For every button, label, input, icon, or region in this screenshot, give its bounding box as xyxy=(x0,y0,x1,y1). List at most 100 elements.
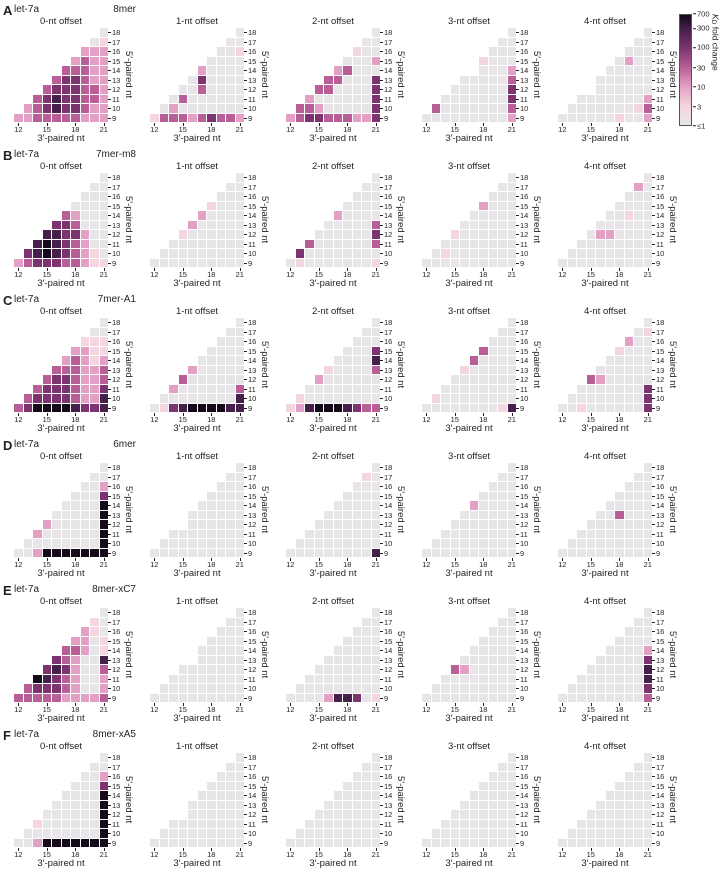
heatmap-cell xyxy=(296,385,305,394)
heatmap-plot: let-7a 8mer 0-nt offset 18 17 16 15 14 13 12 11 10 9… xyxy=(14,4,150,149)
heatmap-cell xyxy=(343,192,352,201)
heatmap-cell xyxy=(479,548,488,557)
heatmap-cell xyxy=(24,38,33,47)
heatmap-cell xyxy=(422,66,431,75)
heatmap-cell xyxy=(507,491,516,500)
x-tick-label: 12 xyxy=(14,705,23,714)
heatmap-cell xyxy=(451,618,460,627)
heatmap-cell xyxy=(169,791,178,800)
heatmap-cell xyxy=(235,211,244,220)
heatmap-cell xyxy=(198,473,207,482)
heatmap-cell xyxy=(188,618,197,627)
heatmap-grid xyxy=(14,318,108,412)
heatmap-cell xyxy=(470,183,479,192)
y-tick-label: 17 xyxy=(652,328,667,338)
y-tick-label: 13 xyxy=(516,221,531,231)
heatmap-plot: 1-nt offset 18 17 16 15 14 13 12 11 10 9 5′-paired … xyxy=(150,149,286,294)
heatmap-cell xyxy=(498,617,507,626)
heatmap-cell xyxy=(226,211,235,220)
heatmap-cell xyxy=(81,328,90,337)
heatmap-plot: let-7a 7mer-A1 0-nt offset 18 17 16 15 14 13 12 11… xyxy=(14,294,150,439)
heatmap-cell xyxy=(343,183,352,192)
heatmap-cell xyxy=(216,693,225,702)
heatmap-cell xyxy=(568,608,577,617)
heatmap-cell xyxy=(235,684,244,693)
heatmap-cell xyxy=(160,76,169,85)
y-tick-label: 14 xyxy=(652,211,667,221)
heatmap-cell xyxy=(52,94,61,103)
heatmap-cell xyxy=(207,627,216,636)
heatmap-cell xyxy=(33,656,42,665)
heatmap-cell xyxy=(558,838,567,847)
heatmap-cell xyxy=(479,239,488,248)
heatmap-cell xyxy=(207,819,216,828)
heatmap-cell xyxy=(43,511,52,520)
y-tick-label: 17 xyxy=(108,618,123,628)
heatmap-cell xyxy=(23,394,32,403)
heatmap-cell xyxy=(488,375,497,384)
x-axis-label: 3′-paired nt xyxy=(581,133,629,144)
heatmap-cell xyxy=(460,520,469,529)
heatmap-cell xyxy=(188,501,197,510)
heatmap-cell xyxy=(24,375,33,384)
offset-title: 0-nt offset xyxy=(39,451,83,462)
heatmap-cell xyxy=(479,104,488,113)
heatmap-cell xyxy=(352,510,361,519)
heatmap-cell xyxy=(624,693,633,702)
heatmap-plot: let-7a 8mer-xC7 0-nt offset 18 17 16 15 14 13 12 1… xyxy=(14,584,150,729)
heatmap-cell xyxy=(577,94,586,103)
heatmap-cell xyxy=(615,482,624,491)
y-tick-label: 9 xyxy=(516,694,531,704)
heatmap-cell xyxy=(235,529,244,538)
heatmap-cell xyxy=(217,753,226,762)
heatmap-cell xyxy=(577,665,586,674)
heatmap-cell xyxy=(217,763,226,772)
plot-body: 18 17 16 15 14 13 12 11 10 9 5′-paired nt xyxy=(422,608,558,703)
heatmap-cell xyxy=(188,810,197,819)
heatmap-cell xyxy=(334,482,343,491)
heatmap-cell xyxy=(207,113,216,122)
heatmap-cell xyxy=(422,240,431,249)
heatmap-cell xyxy=(451,656,460,665)
y-tick-label: 18 xyxy=(244,173,259,183)
heatmap-cell xyxy=(324,318,333,327)
y-tick-label: 9 xyxy=(652,549,667,559)
heatmap-cell xyxy=(160,57,169,66)
heatmap-cell xyxy=(150,810,159,819)
heatmap-cell xyxy=(62,753,71,762)
heatmap-cell xyxy=(489,753,498,762)
heatmap-cell xyxy=(216,491,225,500)
heatmap-cell xyxy=(324,47,333,56)
heatmap-cell xyxy=(169,618,178,627)
heatmap-cell xyxy=(469,230,478,239)
heatmap-cell xyxy=(216,520,225,529)
y-tick-label: 17 xyxy=(108,183,123,193)
heatmap-cell xyxy=(62,57,71,66)
heatmap-cell xyxy=(207,104,216,113)
heatmap-cell xyxy=(422,656,431,665)
x-axis-label: 3′-paired nt xyxy=(309,713,357,724)
heatmap-cell xyxy=(343,693,352,702)
heatmap-cell xyxy=(568,173,577,182)
heatmap-cell xyxy=(197,85,206,94)
heatmap-cell xyxy=(634,173,643,182)
heatmap-cell xyxy=(216,113,225,122)
y-tick-label: 12 xyxy=(108,520,123,530)
heatmap-plot: 3-nt offset 18 17 16 15 14 13 12 11 10 9 5′-paired … xyxy=(422,729,558,874)
heatmap-cell xyxy=(587,656,596,665)
heatmap-cell xyxy=(624,529,633,538)
y-tick-label: 15 xyxy=(652,347,667,357)
heatmap-cell xyxy=(160,637,169,646)
heatmap-cell xyxy=(460,173,469,182)
heatmap-cell xyxy=(216,346,225,355)
heatmap-cell xyxy=(558,482,567,491)
heatmap-cell xyxy=(24,511,33,520)
heatmap-plot: 3-nt offset 18 17 16 15 14 13 12 11 10 9 5′-paired … xyxy=(422,149,558,294)
heatmap-cell xyxy=(450,85,459,94)
heatmap-cell xyxy=(353,28,362,37)
heatmap-cell xyxy=(160,530,169,539)
heatmap-cell xyxy=(33,782,42,791)
heatmap-cell xyxy=(362,501,371,510)
heatmap-cell xyxy=(14,230,23,239)
heatmap-cell xyxy=(14,366,23,375)
